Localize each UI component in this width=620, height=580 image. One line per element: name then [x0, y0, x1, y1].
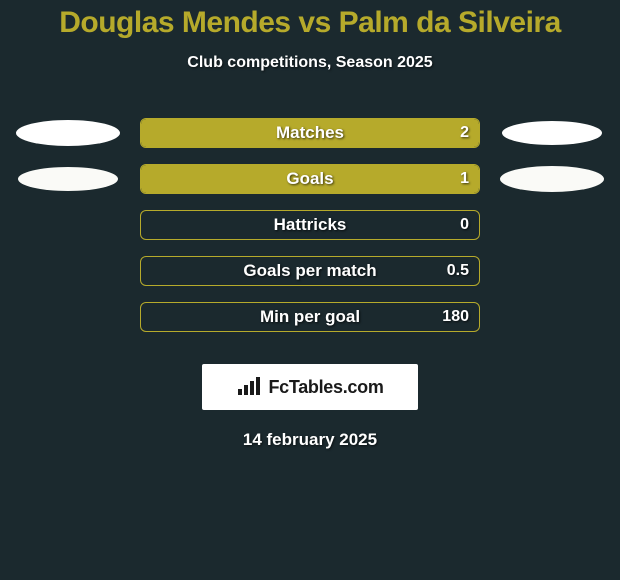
stat-row: Goals 1: [0, 156, 620, 202]
stat-bar: Hattricks 0: [140, 210, 480, 240]
stat-value: 2: [460, 119, 469, 147]
subtitle: Club competitions, Season 2025: [0, 54, 620, 72]
stat-row: Hattricks 0: [0, 202, 620, 248]
stat-label: Hattricks: [141, 211, 479, 239]
left-ellipse-slot: [16, 258, 120, 284]
stat-row: Matches 2: [0, 110, 620, 156]
left-ellipse-slot: [16, 304, 120, 330]
stat-value: 0: [460, 211, 469, 239]
brand-box: FcTables.com: [202, 364, 418, 410]
right-ellipse-slot: [500, 120, 604, 146]
stat-row: Min per goal 180: [0, 294, 620, 340]
ellipse-icon: [16, 120, 120, 146]
chart-bars-icon: [236, 377, 262, 397]
date-text: 14 february 2025: [0, 430, 620, 450]
ellipse-icon: [18, 167, 118, 191]
stat-bar: Goals 1: [140, 164, 480, 194]
brand-text: FcTables.com: [268, 377, 383, 398]
stat-rows: Matches 2 Goals 1 Hattricks 0 Goals per …: [0, 110, 620, 340]
stat-bar: Goals per match 0.5: [140, 256, 480, 286]
stat-value: 0.5: [447, 257, 469, 285]
right-ellipse-slot: [500, 304, 604, 330]
page-title: Douglas Mendes vs Palm da Silveira: [0, 0, 620, 40]
stat-label: Goals: [141, 165, 479, 193]
stat-label: Matches: [141, 119, 479, 147]
stat-value: 1: [460, 165, 469, 193]
ellipse-icon: [500, 166, 604, 192]
stat-label: Min per goal: [141, 303, 479, 331]
right-ellipse-slot: [500, 258, 604, 284]
left-ellipse-slot: [16, 166, 120, 192]
stat-row: Goals per match 0.5: [0, 248, 620, 294]
stat-bar: Matches 2: [140, 118, 480, 148]
ellipse-icon: [502, 121, 602, 145]
stat-label: Goals per match: [141, 257, 479, 285]
right-ellipse-slot: [500, 166, 604, 192]
right-ellipse-slot: [500, 212, 604, 238]
stat-bar: Min per goal 180: [140, 302, 480, 332]
left-ellipse-slot: [16, 212, 120, 238]
stat-value: 180: [442, 303, 469, 331]
left-ellipse-slot: [16, 120, 120, 146]
